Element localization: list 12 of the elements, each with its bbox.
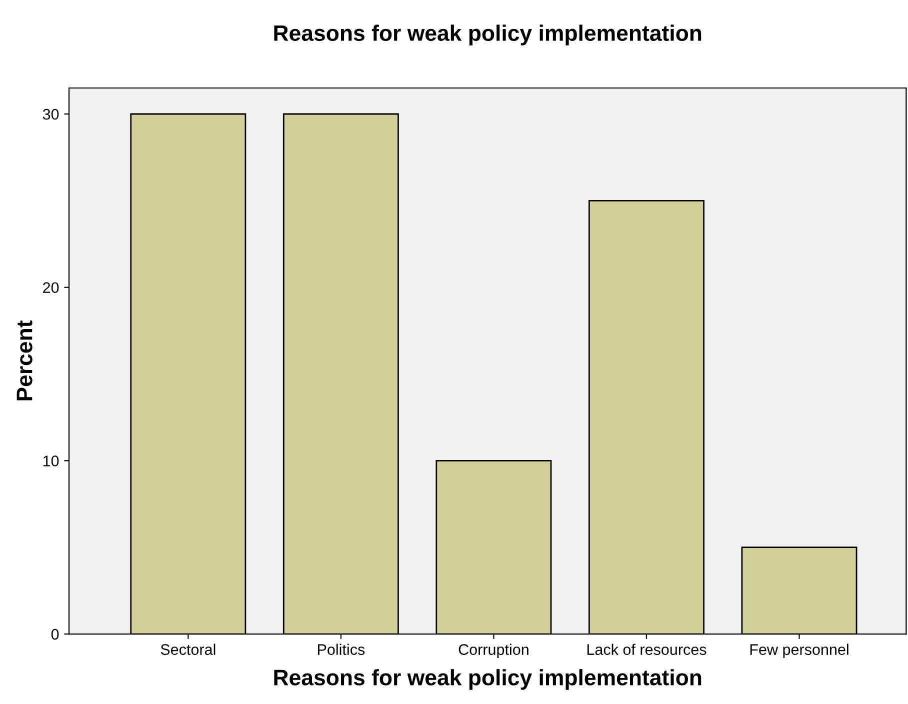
y-tick-label: 30 (42, 108, 59, 120)
y-axis-title: Percent (16, 320, 32, 400)
x-axis-title: Reasons for weak policy implementation (274, 669, 702, 690)
x-tick-label: Sectoral (160, 644, 216, 655)
x-tick-label: Lack of resources (587, 644, 706, 655)
y-tick-label: 10 (43, 456, 59, 466)
chart-title: Reasons for weak policy implementation (274, 24, 702, 46)
x-tick-label: Few personnel (750, 644, 848, 658)
y-tick-label: 20 (43, 282, 59, 294)
y-tick-label: 0 (51, 628, 59, 640)
x-tick-label: Corruption (458, 644, 528, 658)
x-tick-label: Politics (318, 644, 365, 655)
